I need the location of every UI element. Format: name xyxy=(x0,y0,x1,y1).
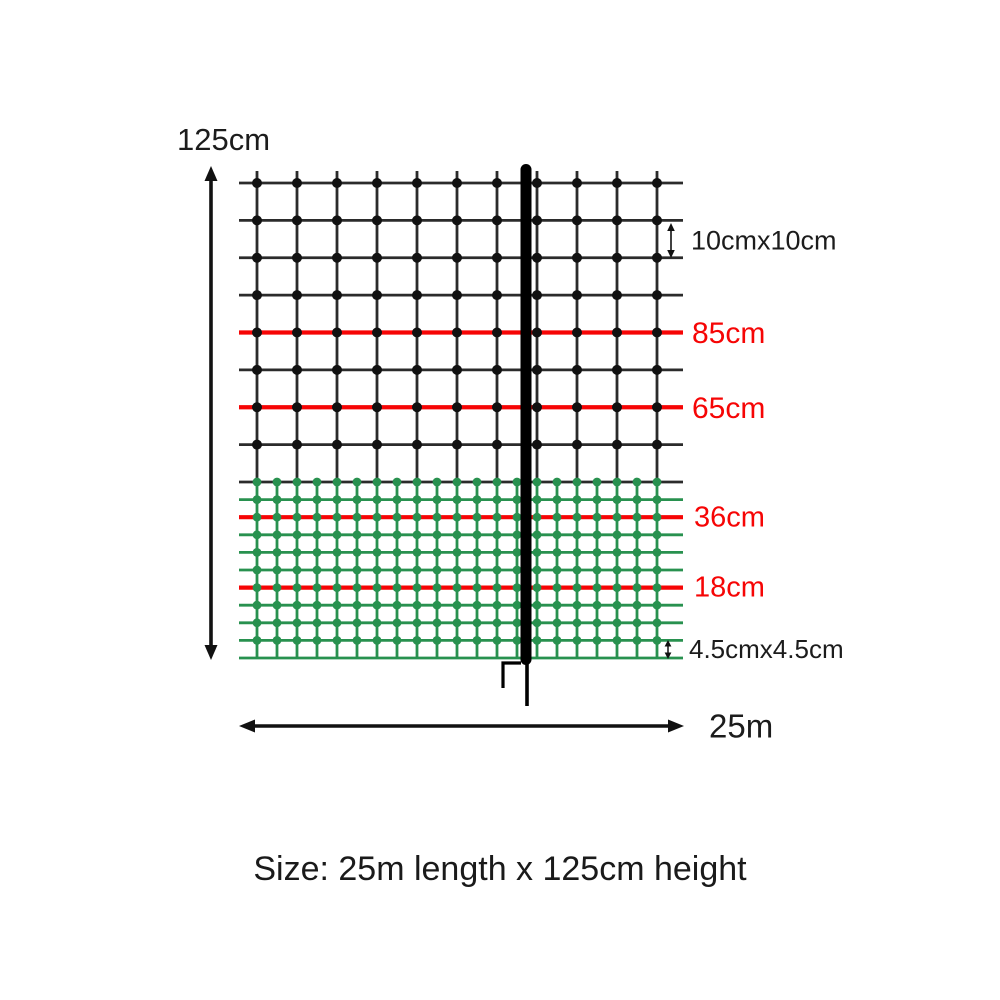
height-dimension-label: 125cm xyxy=(177,122,271,157)
wire-height-label-36cm: 36cm xyxy=(694,501,765,534)
wire-height-label-85cm: 85cm xyxy=(692,317,766,350)
wire-height-label-18cm: 18cm xyxy=(694,571,765,604)
upper-mesh-size-label: 10cmx10cm xyxy=(691,225,837,256)
size-caption: Size: 25m length x 125cm height xyxy=(253,850,747,888)
wire-height-label-65cm: 65cm xyxy=(692,392,766,425)
length-dimension-label: 25m xyxy=(709,707,774,745)
lower-mesh-size-label: 4.5cmx4.5cm xyxy=(689,634,844,664)
